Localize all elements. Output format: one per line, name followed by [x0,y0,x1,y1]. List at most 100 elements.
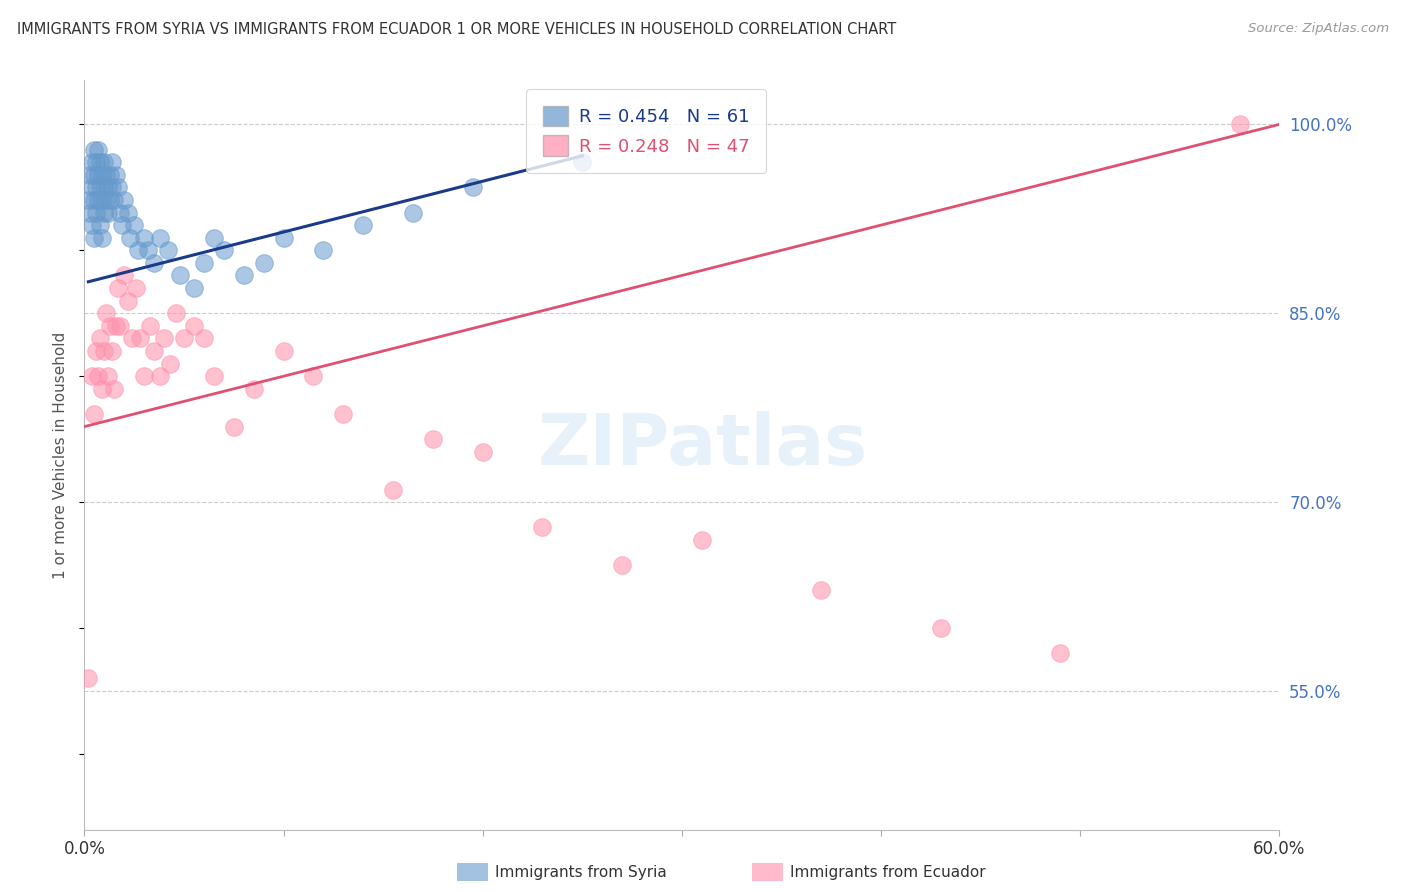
Point [83,168,105,182]
Point [117,293,139,308]
Point [101,155,124,169]
Point [93,155,115,169]
Point [125,281,148,295]
Point [79,168,101,182]
Point [242,382,264,396]
Point [929,621,952,635]
Point [110,318,132,333]
Point [143,256,166,270]
Point [212,244,235,258]
Point [111,218,134,232]
Point [153,331,176,345]
Point [352,218,374,232]
Point [273,230,295,244]
Point [253,256,276,270]
Point [103,193,125,207]
Point [101,180,124,194]
Point [129,331,152,345]
Point [82,369,104,384]
Point [149,230,172,244]
Point [82,218,104,232]
Point [136,244,159,258]
Point [93,205,115,219]
Text: Source: ZipAtlas.com: Source: ZipAtlas.com [1249,22,1389,36]
Point [98,168,121,182]
Point [93,344,115,359]
Point [105,168,128,182]
Point [91,230,114,244]
Point [157,244,180,258]
Point [87,193,110,207]
Point [96,193,118,207]
Point [107,281,129,295]
Point [89,155,111,169]
Point [461,180,484,194]
Point [97,369,120,384]
Legend: R = 0.454   N = 61, R = 0.248   N = 47: R = 0.454 N = 61, R = 0.248 N = 47 [526,89,766,172]
Point [83,143,105,157]
Text: IMMIGRANTS FROM SYRIA VS IMMIGRANTS FROM ECUADOR 1 OR MORE VEHICLES IN HOUSEHOLD: IMMIGRANTS FROM SYRIA VS IMMIGRANTS FROM… [17,22,896,37]
Point [96,306,118,320]
Point [193,331,215,345]
Point [810,583,832,598]
Point [202,230,225,244]
Point [193,256,215,270]
Point [222,419,245,434]
Point [107,180,129,194]
Point [110,205,132,219]
Point [232,268,254,283]
Point [183,318,205,333]
Point [83,407,105,421]
Point [82,180,104,194]
Point [143,344,166,359]
Text: ZIPatlas: ZIPatlas [538,411,868,481]
Point [149,369,172,384]
Point [302,369,325,384]
Point [1229,117,1251,131]
Point [96,168,118,182]
Point [127,244,149,258]
Point [79,205,101,219]
Point [91,193,114,207]
Point [382,483,405,497]
Point [89,180,111,194]
Y-axis label: 1 or more Vehicles in Household: 1 or more Vehicles in Household [53,331,69,579]
Point [105,318,128,333]
Point [82,155,104,169]
Point [132,369,156,384]
Point [332,407,354,421]
Point [112,193,135,207]
Point [97,205,120,219]
Point [87,168,110,182]
Point [117,205,139,219]
Point [86,180,108,194]
Point [471,444,494,458]
Point [101,344,124,359]
Point [531,520,554,534]
Point [312,244,335,258]
Point [571,155,593,169]
Point [183,281,205,295]
Point [86,155,108,169]
Point [120,230,142,244]
Point [87,143,110,157]
Point [89,331,111,345]
Point [690,533,713,547]
Point [86,205,108,219]
Point [273,344,295,359]
Point [83,193,105,207]
Point [103,382,125,396]
Point [132,230,156,244]
Point [83,230,105,244]
Point [91,382,114,396]
Point [173,331,195,345]
Point [91,168,114,182]
Point [422,432,444,446]
Point [402,205,425,219]
Point [87,369,110,384]
Point [139,318,162,333]
Text: Immigrants from Syria: Immigrants from Syria [495,865,666,880]
Point [77,672,100,686]
Point [86,344,108,359]
Point [77,193,100,207]
